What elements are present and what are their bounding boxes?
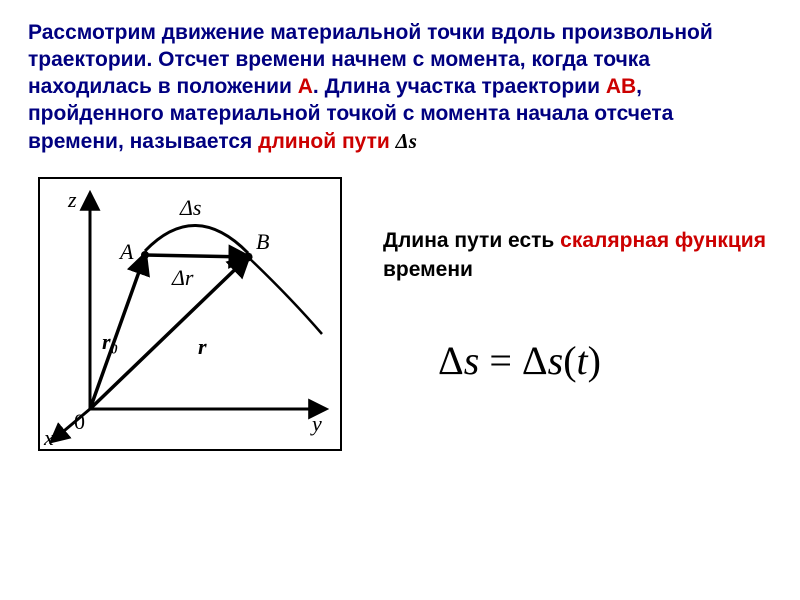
f-t: t [577, 338, 588, 383]
p-delta-s: Δs [396, 129, 417, 153]
f-lhs-s: s [464, 338, 480, 383]
kinematics-diagram: z y x 0 A B Δs Δr r₀ r [38, 177, 342, 451]
label-r0: r₀ [102, 329, 118, 354]
f-open: ( [563, 338, 576, 383]
vector-dr [145, 255, 248, 257]
f-close: ) [588, 338, 601, 383]
point-A [141, 251, 149, 259]
f-rhs-s: s [548, 338, 564, 383]
label-x: x [43, 425, 54, 449]
label-r: r [198, 334, 207, 359]
label-origin: 0 [74, 409, 85, 434]
label-ds: Δs [179, 195, 201, 220]
label-y: y [310, 411, 322, 436]
lower-row: z y x 0 A B Δs Δr r₀ r Длина пути есть с… [28, 177, 772, 487]
main-paragraph: Рассмотрим движение материальной точки в… [28, 20, 772, 155]
p-hl-len: длиной пути [258, 130, 390, 153]
label-dr: Δr [171, 265, 194, 290]
f-lhs-delta: Δ [438, 338, 464, 383]
formula-ds: Δs = Δs(t) [438, 337, 601, 384]
trajectory-curve [248, 257, 322, 334]
f-rhs-delta: Δ [522, 338, 548, 383]
label-B: B [256, 229, 269, 254]
label-A: A [118, 239, 134, 264]
p-text-2: . Длина участка траектории [313, 75, 606, 98]
r-hl: скалярная функция [560, 229, 766, 252]
right-caption: Длина пути есть скалярная функция времен… [383, 227, 793, 284]
arc-ds [145, 226, 248, 254]
slide: Рассмотрим движение материальной точки в… [0, 0, 800, 600]
r-text-1: Длина пути есть [383, 229, 560, 252]
p-hl-A: А [298, 75, 313, 98]
f-eq: = [479, 338, 522, 383]
r-text-3: времени [383, 258, 473, 281]
label-z: z [67, 187, 77, 212]
point-B [244, 253, 253, 262]
p-hl-AB: АВ [606, 75, 636, 98]
